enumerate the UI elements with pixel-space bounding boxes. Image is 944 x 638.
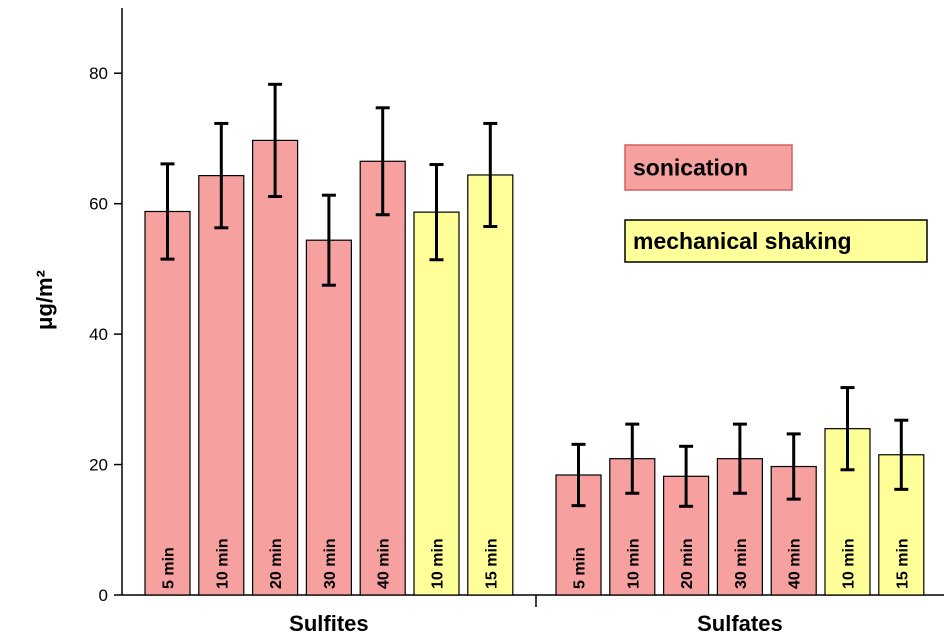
bar-label: 10 min [841,538,858,589]
y-tick-label: 0 [99,586,108,605]
legend-label: mechanical shaking [633,228,852,254]
bar-label: 30 min [322,538,339,589]
bar-label: 20 min [268,538,285,589]
bar-label: 10 min [214,538,231,589]
y-tick-label: 20 [89,456,108,475]
legend-label: sonication [633,155,748,181]
y-tick-label: 60 [89,195,108,214]
bar-label: 5 min [572,547,589,589]
bar-label: 10 min [625,538,642,589]
group-label: Sulfates [697,611,783,636]
y-tick-label: 80 [89,64,108,83]
bar [359,160,406,596]
bar-label: 30 min [733,538,750,589]
bar-label: 20 min [679,538,696,589]
bar-label: 5 min [161,547,178,589]
legend-box [624,219,928,263]
bar [305,239,352,596]
bar [252,139,299,596]
y-tick-label: 40 [89,325,108,344]
bar [467,174,514,596]
bar [413,211,460,596]
bar-label: 15 min [483,538,500,589]
group-label: Sulfites [289,611,368,636]
bar [144,210,191,596]
legend-box [624,144,793,191]
bar-label: 40 min [787,538,804,589]
bar [198,175,245,596]
bar-label: 10 min [430,538,447,589]
bar-label: 40 min [376,538,393,589]
bar-label: 15 min [894,538,911,589]
y-axis-label: μg/m² [32,270,57,330]
